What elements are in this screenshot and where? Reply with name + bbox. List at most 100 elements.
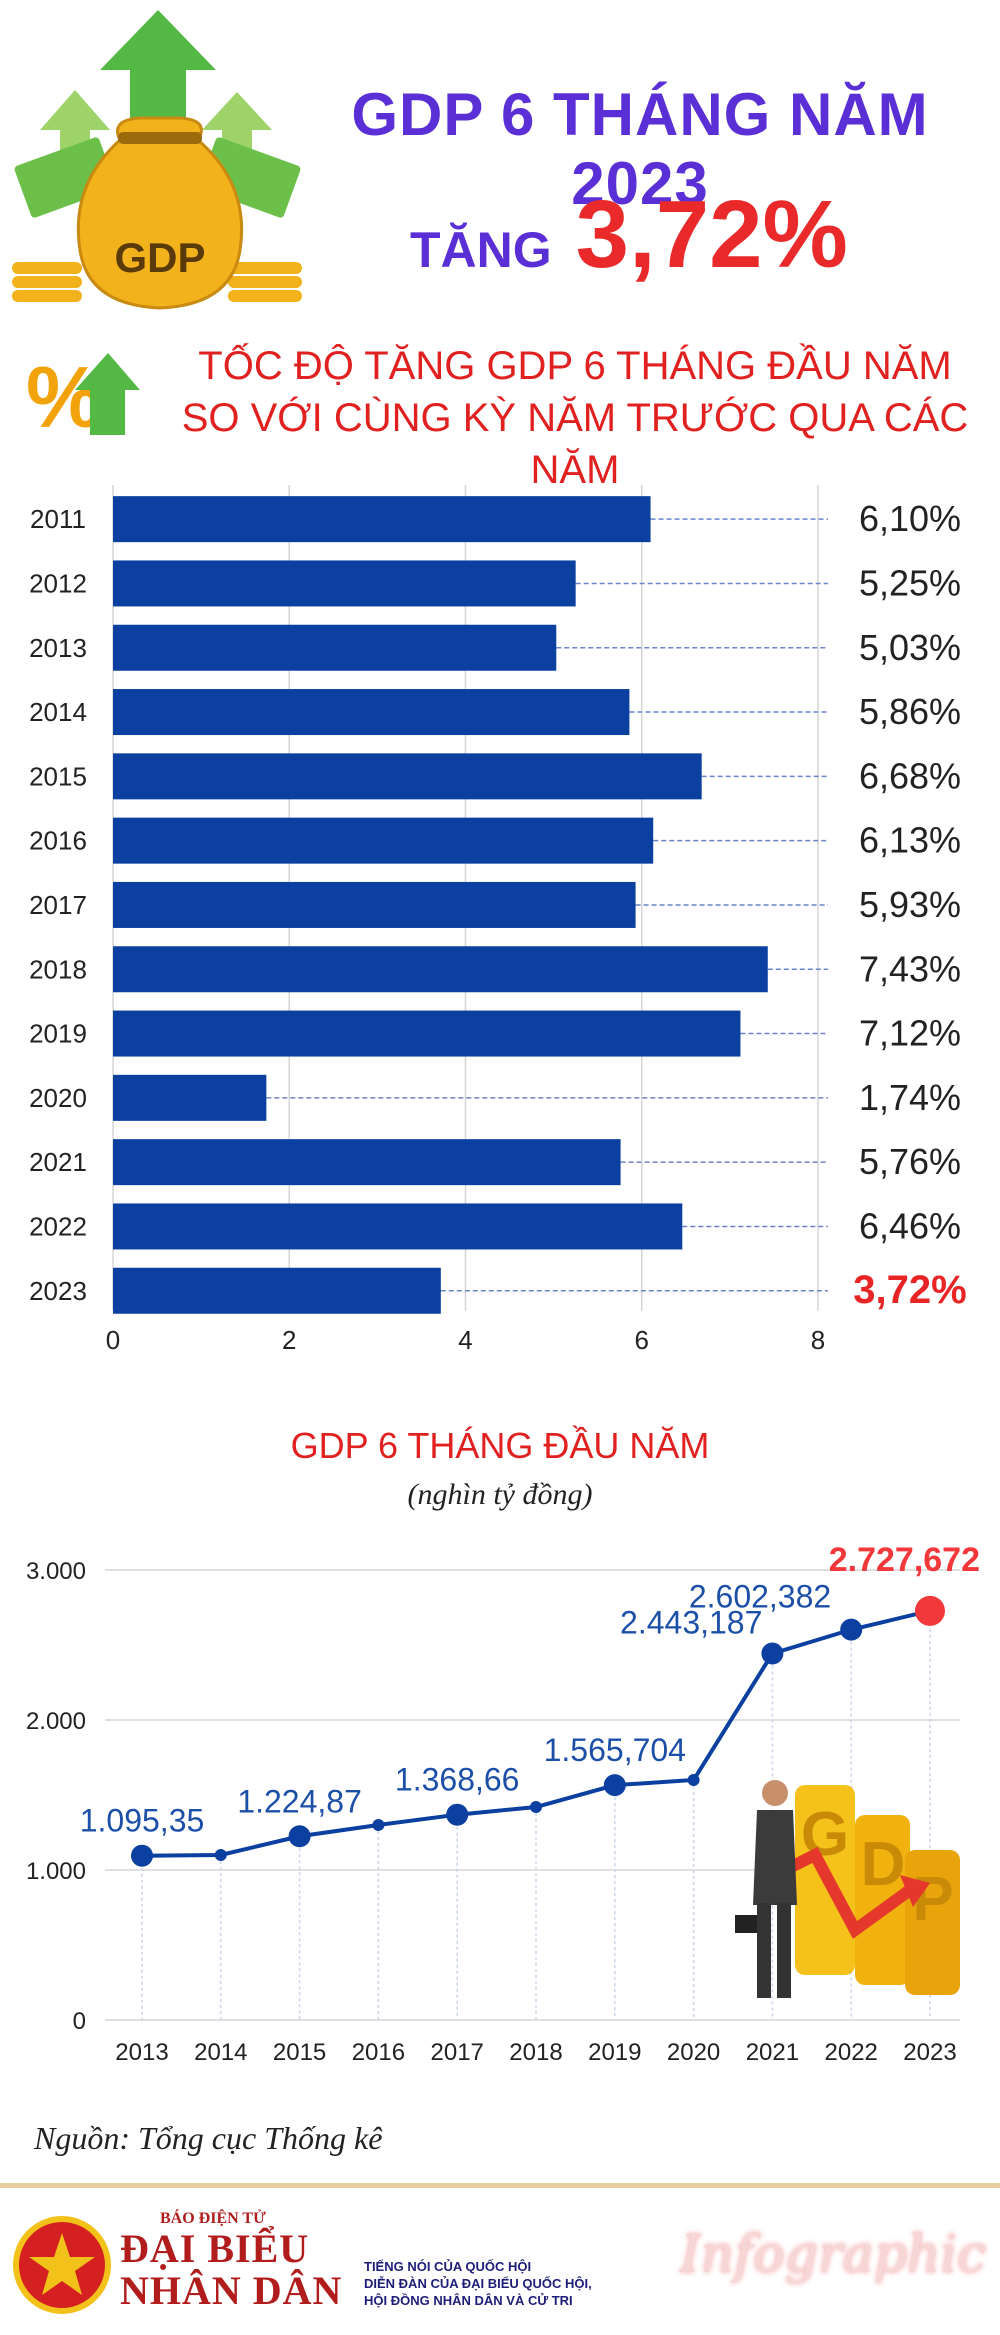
y-category-label: 2018 — [29, 954, 87, 984]
y-category-label: 2011 — [30, 504, 86, 534]
bar-value-label: 5,86% — [859, 691, 961, 732]
bar-chart-title-line2: SO VỚI CÙNG KỲ NĂM TRƯỚC QUA CÁC NĂM — [181, 396, 969, 492]
bar — [113, 496, 651, 543]
money-bag-icon — [76, 116, 244, 310]
data-point — [372, 1819, 385, 1831]
source-note: Nguồn: Tổng cục Thống kê — [34, 2120, 383, 2156]
data-point — [131, 1844, 153, 1867]
x-tick-label: 2018 — [509, 2039, 562, 2066]
y-tick-label: 0 — [73, 2008, 86, 2035]
bar-value-label: 6,10% — [859, 498, 961, 539]
data-point — [288, 1825, 311, 1848]
gdp-gold-letters-icon: G D P — [795, 1785, 960, 1995]
bar — [113, 817, 654, 864]
bar-value-label: 3,72% — [853, 1268, 966, 1312]
x-tick-label: 2023 — [903, 2039, 956, 2066]
newspaper-brand: BÁO ĐIỆN TỬ ĐẠI BIỂU NHÂN DÂN — [120, 2210, 342, 2312]
data-point — [761, 1642, 784, 1665]
svg-text:%: % — [26, 350, 102, 445]
bar — [113, 624, 557, 671]
green-arrow-center-icon — [100, 10, 216, 190]
bar-chart: 0 2 4 6 8 2011 6,10% 2012 5,25% 2013 5,03% 2014 5,86… — [29, 485, 967, 1355]
tagline-line1: TIẾNG NÓI CỦA QUỐC HỘI — [364, 2259, 532, 2274]
y-category-label: 2022 — [29, 1211, 87, 1241]
bar-value-label: 1,74% — [859, 1077, 961, 1118]
percent-arrow-icon: % — [26, 350, 140, 445]
bar-value-label: 7,43% — [859, 948, 961, 989]
page-title: GDP 6 THÁNG NĂM 2023 — [351, 81, 929, 217]
x-tick-label: 4 — [458, 1325, 472, 1355]
x-tick-label: 2013 — [115, 2039, 168, 2066]
bag-label: GDP — [114, 234, 205, 281]
y-category-label: 2013 — [29, 633, 87, 663]
x-tick-label: 2022 — [825, 2039, 878, 2066]
data-point-label: 1.368,66 — [395, 1762, 520, 1798]
data-point — [915, 1595, 945, 1626]
data-point-label: 1.224,87 — [237, 1783, 362, 1819]
data-point — [446, 1803, 469, 1826]
bar-value-label: 6,68% — [859, 755, 961, 796]
infographic-word: Infographic — [680, 2225, 987, 2285]
y-category-label: 2019 — [29, 1019, 87, 1049]
x-tick-label: 2020 — [667, 2039, 720, 2066]
bar — [113, 1010, 741, 1057]
x-tick-label: 2 — [282, 1325, 296, 1355]
brand-line1: ĐẠI BIỂU — [120, 2226, 310, 2271]
line-chart-unit: (nghìn tỷ đồng) — [407, 1478, 593, 1511]
bar-value-label: 5,25% — [859, 562, 961, 603]
x-tick-label: 2014 — [194, 2039, 247, 2066]
brand-tagline: TIẾNG NÓI CỦA QUỐC HỘI DIỄN ĐÀN CỦA ĐẠI … — [364, 2258, 592, 2309]
y-tick-label: 1.000 — [26, 1858, 86, 1885]
businessman-icon — [735, 1780, 797, 1998]
tagline-line2: DIỄN ĐÀN CỦA ĐẠI BIỂU QUỐC HỘI, — [364, 2276, 592, 2291]
svg-text:P: P — [912, 1865, 953, 1934]
gdp-money-bag-illustration: GDP — [12, 10, 302, 310]
subtitle-value: 3,72% — [575, 181, 848, 288]
y-category-label: 2015 — [29, 761, 87, 791]
x-tick-label: 8 — [811, 1325, 825, 1355]
page-subtitle: TĂNG 3,72% — [410, 180, 848, 290]
y-category-label: 2020 — [29, 1083, 87, 1113]
bar-value-label: 5,03% — [859, 627, 961, 668]
brand-small: BÁO ĐIỆN TỬ — [160, 2210, 266, 2227]
bar — [113, 689, 630, 736]
y-category-label: 2021 — [29, 1147, 87, 1177]
bar — [113, 881, 636, 928]
data-point — [840, 1618, 863, 1641]
data-point-label: 1.095,35 — [80, 1803, 205, 1839]
national-emblem-icon — [13, 2216, 111, 2314]
subtitle-label: TĂNG — [410, 222, 552, 278]
bar-value-label: 6,13% — [859, 820, 961, 861]
bar-value-label: 6,46% — [859, 1205, 961, 1246]
y-category-label: 2023 — [29, 1276, 87, 1306]
bar-chart-title: TỐC ĐỘ TĂNG GDP 6 THÁNG ĐẦU NĂM SO VỚI C… — [150, 340, 1000, 496]
y-category-label: 2016 — [29, 826, 87, 856]
data-point-label: 2.443,187 — [620, 1605, 762, 1641]
coin-stack-left-icon — [12, 262, 82, 302]
line-chart-title: GDP 6 THÁNG ĐẦU NĂM — [290, 1425, 710, 1466]
x-tick-label: 2017 — [431, 2039, 484, 2066]
bar — [113, 1267, 441, 1314]
y-category-label: 2014 — [29, 697, 87, 727]
bar-chart-title-line1: TỐC ĐỘ TĂNG GDP 6 THÁNG ĐẦU NĂM — [198, 344, 952, 388]
brand-line2: NHÂN DÂN — [120, 2268, 343, 2313]
y-category-label: 2017 — [29, 890, 87, 920]
footer-divider — [0, 2183, 1000, 2188]
bar — [113, 560, 576, 607]
bar — [113, 1203, 683, 1250]
y-tick-label: 2.000 — [26, 1708, 86, 1735]
bar — [113, 1139, 621, 1186]
x-tick-label: 0 — [106, 1325, 120, 1355]
data-point — [603, 1774, 626, 1797]
coin-stack-right-icon — [228, 262, 302, 302]
data-point — [687, 1774, 700, 1786]
bar — [113, 1074, 267, 1121]
x-tick-label: 6 — [635, 1325, 649, 1355]
bar — [113, 753, 702, 800]
bar-value-label: 7,12% — [859, 1013, 961, 1054]
x-tick-label: 2019 — [588, 2039, 641, 2066]
data-point-label: 2.727,672 — [829, 1541, 980, 1579]
bar-value-label: 5,93% — [859, 884, 961, 925]
data-point — [214, 1849, 227, 1861]
y-tick-label: 3.000 — [26, 1558, 86, 1585]
